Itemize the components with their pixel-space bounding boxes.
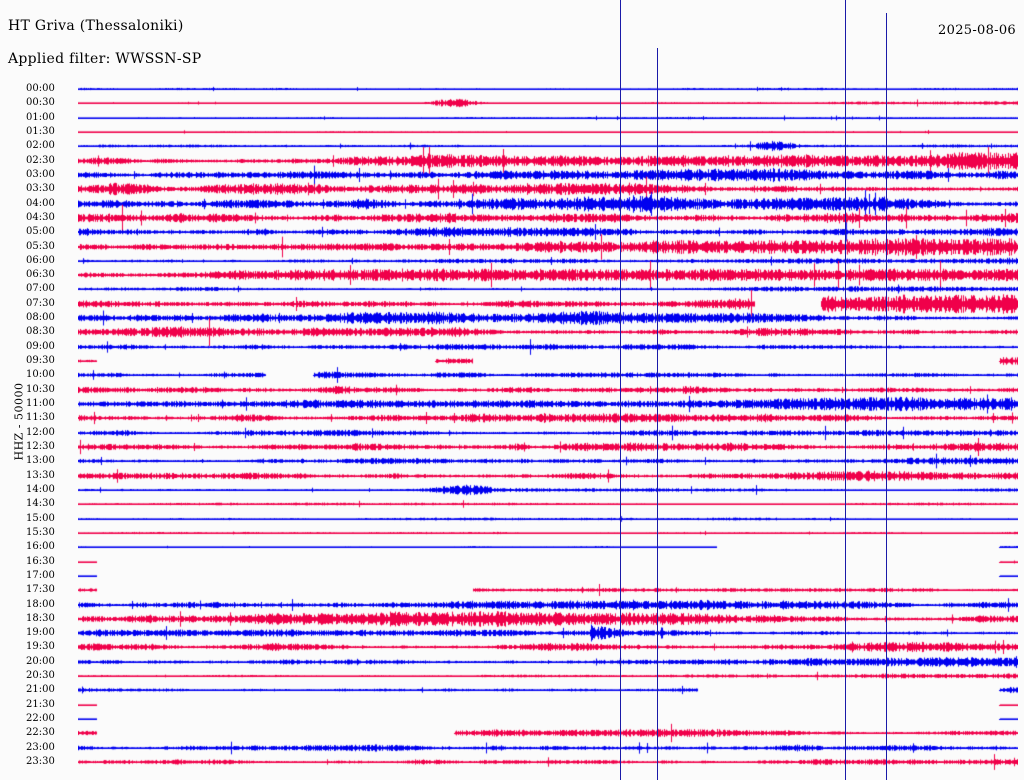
time-row-label: 09:30 xyxy=(26,355,55,367)
time-row-label: 18:00 xyxy=(26,598,55,610)
time-row-label: 13:30 xyxy=(26,469,55,481)
time-row-label: 04:00 xyxy=(26,197,55,209)
time-row-label: 11:00 xyxy=(26,398,55,410)
time-row-label: 04:30 xyxy=(26,211,55,223)
time-row-label: 16:00 xyxy=(26,541,55,553)
time-row-label: 07:00 xyxy=(26,283,55,295)
time-row-label: 10:00 xyxy=(26,369,55,381)
time-row-label: 03:00 xyxy=(26,168,55,180)
time-row-label: 14:00 xyxy=(26,483,55,495)
time-row-label: 10:30 xyxy=(26,383,55,395)
time-row-label: 08:30 xyxy=(26,326,55,338)
time-row-label: 23:00 xyxy=(26,741,55,753)
time-row-label: 05:00 xyxy=(26,226,55,238)
time-row-label: 21:30 xyxy=(26,698,55,710)
time-row-label: 16:30 xyxy=(26,555,55,567)
date-label: 2025-08-06 xyxy=(938,23,1016,38)
helicorder-plot: 00:00 00:30 01:00 01:30 02:00 02:30 03:00 03:30… xyxy=(0,74,1024,780)
time-row-label: 15:30 xyxy=(26,526,55,538)
time-row-label: 06:30 xyxy=(26,269,55,281)
applied-filter-label: Applied filter: WWSSN-SP xyxy=(8,51,202,67)
time-row-label: 13:00 xyxy=(26,455,55,467)
time-row-label: 09:00 xyxy=(26,340,55,352)
time-row-label: 23:30 xyxy=(26,756,55,768)
time-row-label: 05:30 xyxy=(26,240,55,252)
time-row-label: 01:30 xyxy=(26,125,55,137)
time-row-label: 22:00 xyxy=(26,713,55,725)
time-row-label: 02:30 xyxy=(26,154,55,166)
time-row-label: 21:00 xyxy=(26,684,55,696)
time-row-label: 20:00 xyxy=(26,655,55,667)
time-row-label: 01:00 xyxy=(26,111,55,123)
time-row-label: 17:30 xyxy=(26,584,55,596)
time-row-label: 08:00 xyxy=(26,312,55,324)
time-row-label: 07:30 xyxy=(26,297,55,309)
time-row-label: 19:00 xyxy=(26,627,55,639)
time-row-label: 11:30 xyxy=(26,412,55,424)
seismic-trace xyxy=(78,747,1018,778)
time-row-label: 14:30 xyxy=(26,498,55,510)
time-row-label: 17:00 xyxy=(26,569,55,581)
time-row-label: 12:00 xyxy=(26,426,55,438)
time-row-label: 06:00 xyxy=(26,254,55,266)
time-row-label: 22:30 xyxy=(26,727,55,739)
time-row-label: 03:30 xyxy=(26,183,55,195)
time-row-label: 00:30 xyxy=(26,97,55,109)
page-title: HT Griva (Thessaloniki) xyxy=(8,18,184,34)
time-row-label: 12:30 xyxy=(26,441,55,452)
time-row-label: 18:30 xyxy=(26,612,55,624)
time-row-label: 20:30 xyxy=(26,670,55,682)
time-row-label: 00:00 xyxy=(26,83,55,94)
time-row-label: 15:00 xyxy=(26,512,55,524)
time-row-label: 19:30 xyxy=(26,641,55,653)
time-row-label: 02:00 xyxy=(26,140,55,152)
